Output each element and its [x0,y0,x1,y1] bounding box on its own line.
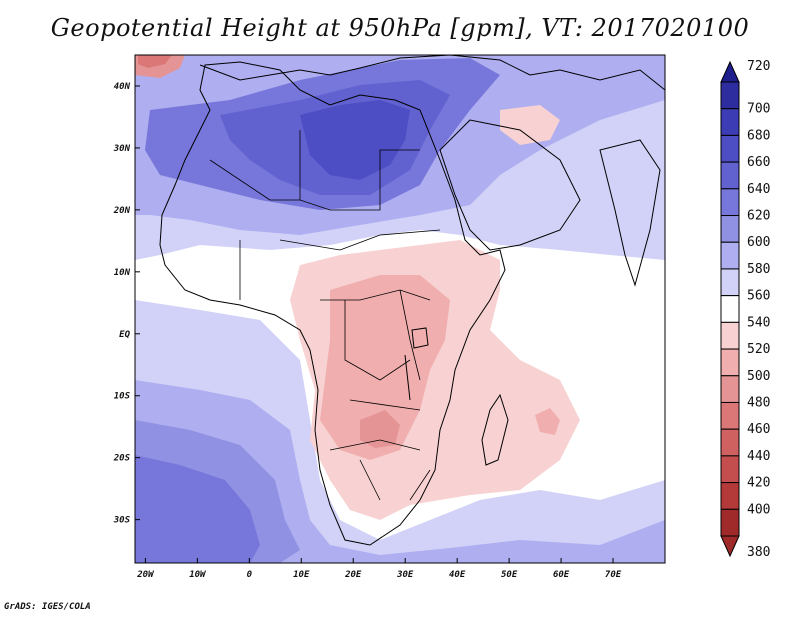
colorbar-band [720,482,740,510]
colorbar-label: 660 [747,155,770,170]
lon-label: 20W [136,570,155,580]
colorbar-label: 700 [747,102,770,117]
grads-credit: GrADS: IGES/COLA [4,602,91,612]
lat-label: 40N [114,82,131,92]
colorbar-label: 540 [747,315,770,330]
colorbar-label: 720 [747,59,770,74]
colorbar-band [720,321,740,350]
colorbar-band [720,428,740,457]
longitude-axis: 20W 10W 0 10E 20E 30E 40E 50E 60E 70E [136,558,622,580]
lon-label: 70E [605,570,622,580]
colorbar-label: 440 [747,449,770,464]
colorbar-label: 580 [747,262,770,277]
colorbar-top-triangle [720,60,740,83]
colorbar-band [720,81,740,110]
colorbar-band [720,188,740,217]
central-borders [320,289,431,501]
colorbar-band [720,508,740,537]
colorbar-band [720,401,740,430]
lat-label: 20S [113,454,131,464]
lake-victoria [411,327,429,349]
lat-label: 30S [113,516,131,526]
lon-label: 50E [501,570,518,580]
colorbar-band [720,161,740,190]
colorbar-band [720,348,740,377]
lon-label: 10W [189,570,207,580]
colorbar-band [720,241,740,270]
india [599,139,661,287]
colorbar-band [720,295,740,323]
lake-tanganyika [404,354,411,401]
lon-label: 30E [396,570,414,580]
colorbar-label: 480 [747,395,770,410]
colorbar-band [720,455,740,484]
colorbar-label: 620 [747,209,770,224]
geopotential-field [135,55,665,563]
lon-label: 10E [293,570,310,580]
europe-coast [199,55,665,91]
sahara-borders [209,130,441,300]
colorbar-band [720,108,740,136]
lon-label: 0 [247,570,253,580]
colorbar-label: 420 [747,476,770,491]
lat-label: 20N [113,206,131,216]
field-south-620 [135,455,260,563]
colorbar-band [720,215,740,243]
madagascar [481,393,509,466]
colorbar-label: 380 [747,545,770,560]
colorbar: 720 700 680 660 640 620 600 580 560 540 520 500 480 4… [720,59,770,560]
colorbar-band [720,134,740,163]
colorbar-label: 640 [747,182,770,197]
field-arabia-low [500,105,560,145]
field-africa-500 [320,275,450,460]
latitude-axis: 40N 30N 20N 10N EQ 10S 20S 30S [113,82,140,526]
field-north-660 [300,100,410,180]
lat-label: 10S [114,392,131,402]
colorbar-label: 400 [747,502,770,517]
field-africa-480 [360,410,400,448]
lat-label: 10N [114,268,131,278]
colorbar-bottom-triangle [720,535,740,558]
lon-label: 60E [553,570,570,580]
colorbar-label: 560 [747,289,770,304]
arabia [439,119,581,251]
colorbar-label: 500 [747,369,770,384]
lon-label: 20E [344,570,362,580]
field-madagascar-low [535,408,560,435]
colorbar-label: 680 [747,128,770,143]
colorbar-band [720,375,740,403]
map-title: Geopotential Height at 950hPa [gpm], VT:… [50,14,750,42]
colorbar-band [720,268,740,297]
lat-label: EQ [119,330,130,340]
field-med-low-inner [138,55,172,68]
coastlines [159,55,665,546]
lat-label: 30N [113,144,131,154]
colorbar-label: 460 [747,422,770,437]
map-frame [134,54,666,564]
colorbar-label: 600 [747,235,770,250]
africa-coastline [159,61,506,546]
lon-label: 40E [449,570,466,580]
colorbar-label: 520 [747,342,770,357]
